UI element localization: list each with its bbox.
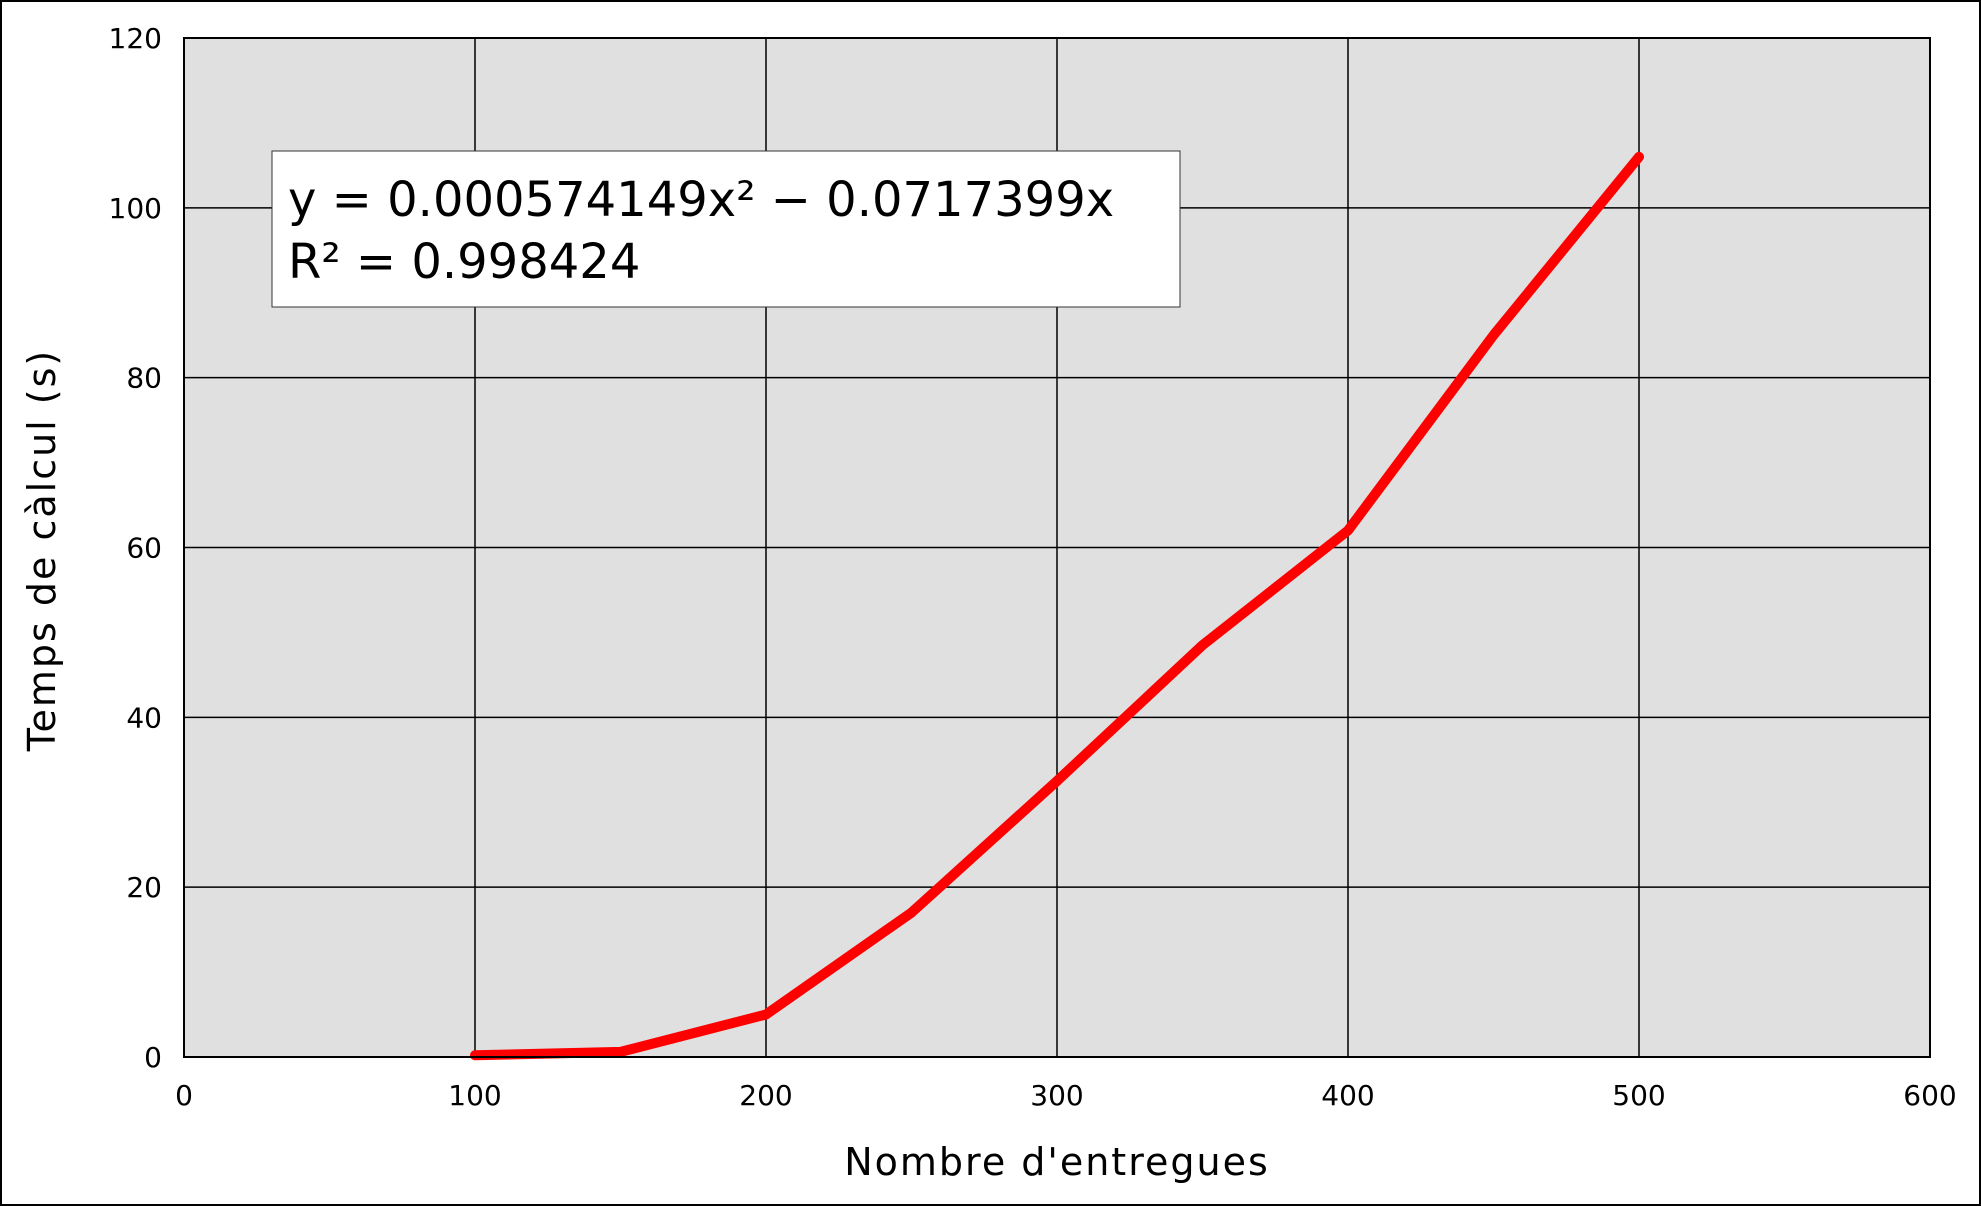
y-tick-label: 60 bbox=[126, 532, 162, 565]
y-tick-label: 120 bbox=[109, 22, 162, 55]
x-axis-title: Nombre d'entregues bbox=[844, 1140, 1270, 1184]
y-axis-title: Temps de càlcul (s) bbox=[20, 349, 64, 753]
data-point bbox=[1200, 643, 1205, 648]
data-point bbox=[764, 1012, 768, 1017]
y-tick-label: 80 bbox=[126, 362, 162, 395]
x-tick-label: 100 bbox=[448, 1079, 501, 1112]
equation-box-background bbox=[271, 150, 1181, 308]
plot-frame bbox=[183, 37, 1931, 1058]
y-tick-label: 100 bbox=[109, 192, 162, 225]
data-point bbox=[1055, 779, 1059, 784]
trendline-r-squared: R² = 0.998424 bbox=[288, 234, 640, 290]
trendline-equation: y = 0.000574149x² − 0.0717399x bbox=[288, 172, 1114, 228]
data-point bbox=[1346, 528, 1350, 533]
x-tick-label: 500 bbox=[1612, 1079, 1665, 1112]
equation-box: y = 0.000574149x² − 0.0717399x R² = 0.99… bbox=[271, 150, 1181, 308]
x-tick-label: 200 bbox=[739, 1079, 792, 1112]
x-tick-label: 300 bbox=[1030, 1079, 1083, 1112]
series-layer bbox=[470, 151, 1644, 1061]
x-tick-label: 0 bbox=[175, 1079, 193, 1112]
y-tick-label: 40 bbox=[126, 701, 162, 734]
y-tick-label: 20 bbox=[126, 871, 162, 904]
x-tick-label: 600 bbox=[1903, 1079, 1956, 1112]
data-point bbox=[1637, 154, 1641, 159]
data-point bbox=[909, 910, 914, 915]
x-axis-ticks: 0 100 200 300 400 500 600 bbox=[175, 1079, 1957, 1112]
data-point bbox=[618, 1049, 623, 1054]
x-tick-label: 400 bbox=[1321, 1079, 1374, 1112]
y-tick-label: 0 bbox=[144, 1041, 162, 1074]
data-point bbox=[1491, 333, 1496, 338]
y-axis-ticks: 0 20 40 60 80 100 120 bbox=[109, 22, 162, 1074]
